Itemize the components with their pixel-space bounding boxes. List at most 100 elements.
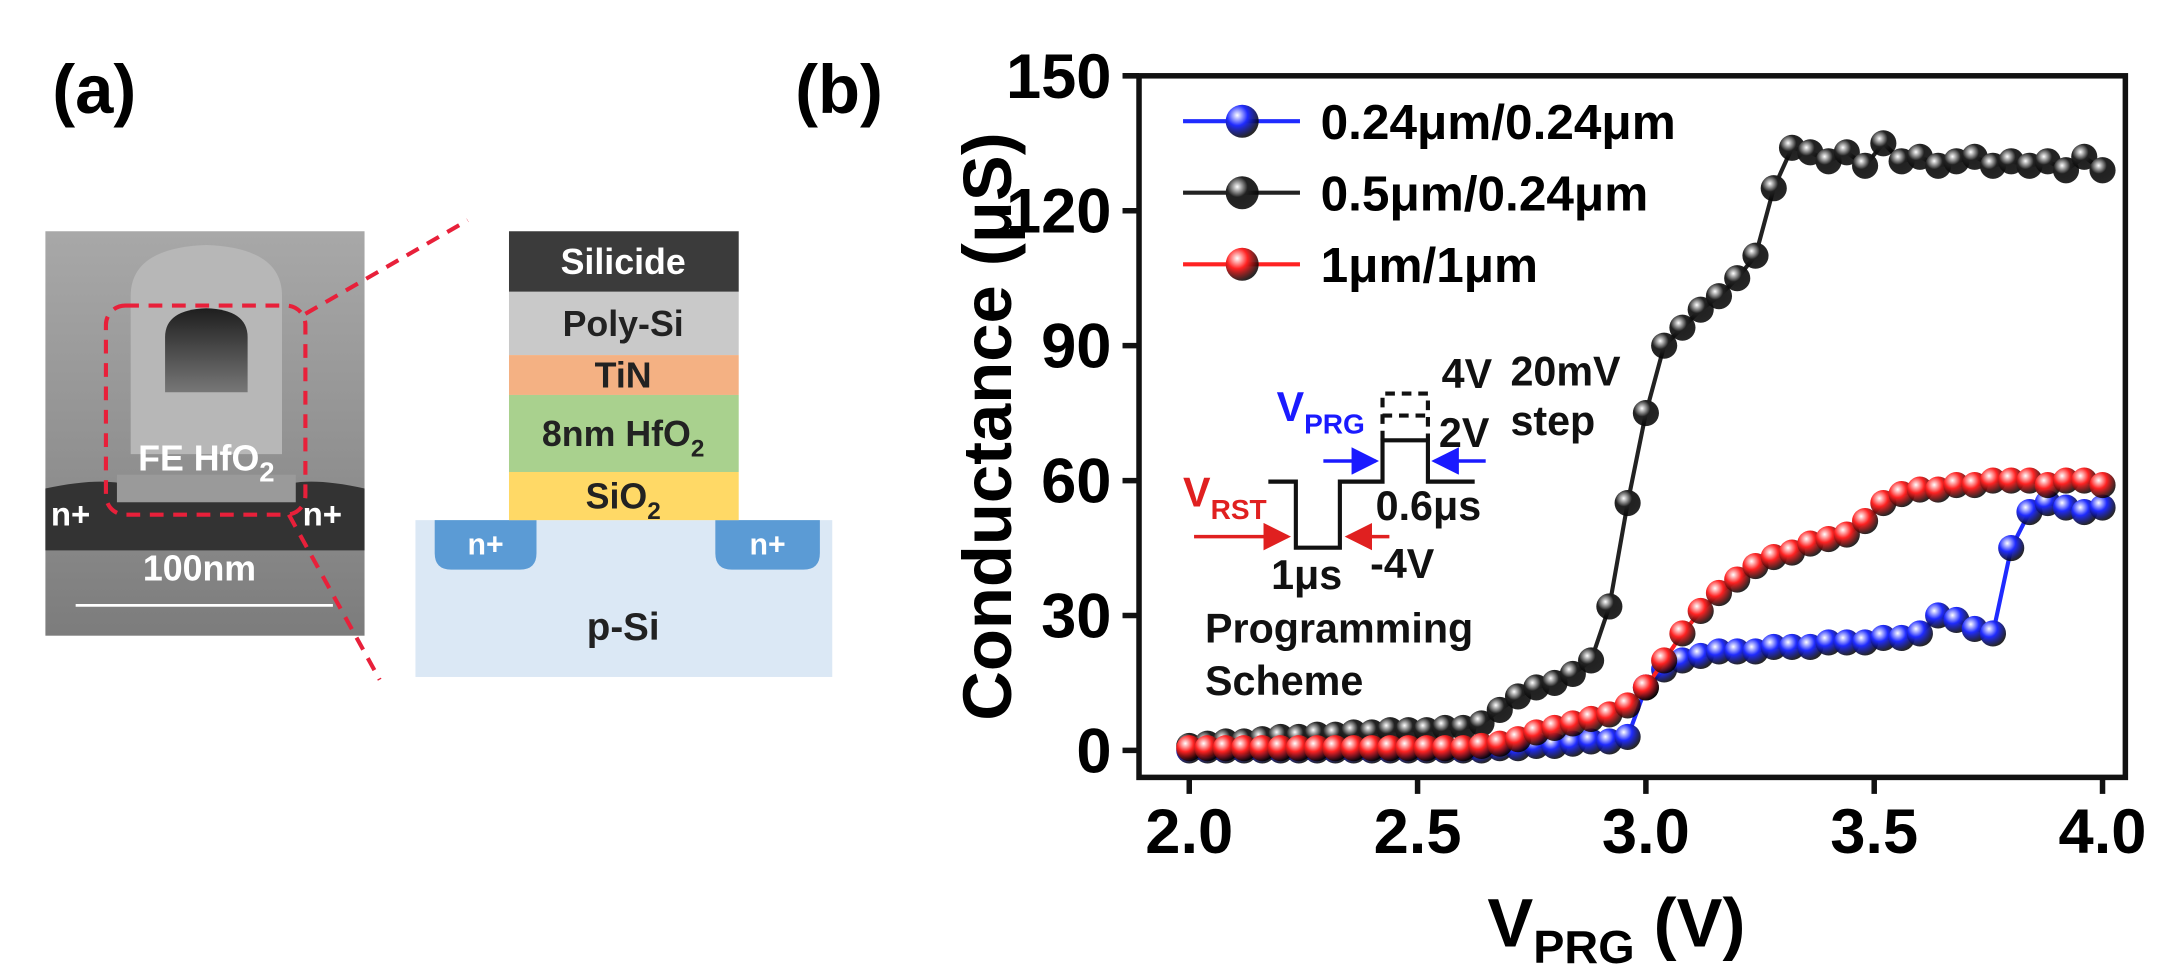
gate-label-sub: 2 bbox=[259, 457, 274, 488]
plot-frame bbox=[1136, 73, 2129, 781]
data-point bbox=[1578, 647, 1605, 674]
legend-label: 0.5μm/0.24μm bbox=[1321, 167, 1649, 222]
data-point bbox=[1468, 710, 1495, 737]
y-tick-label: 60 bbox=[1041, 447, 1111, 517]
data-point bbox=[1979, 467, 2007, 494]
x-axis-label: VPRG (V) bbox=[1487, 885, 1745, 966]
data-point bbox=[2089, 471, 2116, 499]
data-point bbox=[1395, 717, 1422, 744]
data-point bbox=[1632, 674, 1659, 701]
annotation-text: 20mV bbox=[1510, 348, 1621, 394]
annotation-text: V bbox=[1183, 469, 1211, 515]
y-tick-label: 120 bbox=[1006, 177, 1112, 247]
well bbox=[715, 520, 820, 570]
data-point bbox=[1377, 735, 1404, 762]
legend-marker bbox=[1225, 247, 1259, 281]
layer-label: 8nm HfO2 bbox=[542, 414, 705, 463]
data-point bbox=[1413, 735, 1440, 762]
data-point bbox=[2052, 157, 2080, 184]
annotation: -4V bbox=[1370, 541, 1435, 587]
data-point bbox=[1486, 696, 1513, 723]
data-point bbox=[2089, 494, 2116, 521]
annotation-text: 1μs bbox=[1271, 552, 1342, 598]
layer-label-text: Poly-Si bbox=[563, 304, 684, 344]
annotation: VPRG bbox=[1277, 384, 1365, 439]
data-point bbox=[1578, 728, 1605, 755]
data-point bbox=[1395, 735, 1422, 762]
zoom-box bbox=[103, 303, 308, 517]
annotation-text: step bbox=[1510, 398, 1595, 444]
data-point bbox=[1742, 242, 1769, 269]
data-point bbox=[1267, 735, 1294, 762]
layer bbox=[508, 394, 739, 472]
data-point bbox=[1852, 152, 1879, 179]
layer bbox=[508, 471, 739, 521]
data-point bbox=[1870, 130, 1897, 157]
layer bbox=[508, 291, 739, 356]
annotation: 1μs bbox=[1271, 552, 1342, 598]
annotation: 2V bbox=[1439, 410, 1490, 456]
legend-label: 0.24μm/0.24μm bbox=[1321, 95, 1676, 150]
well-label: n+ bbox=[468, 529, 504, 562]
layer-label-sub: 2 bbox=[691, 436, 705, 463]
x-tick-label: 4.0 bbox=[2059, 797, 2147, 867]
layer-label-text: TiN bbox=[595, 355, 652, 395]
layer-label: SiO2 bbox=[586, 476, 661, 525]
data-point bbox=[1377, 717, 1404, 744]
data-point bbox=[1906, 476, 1933, 503]
data-point bbox=[1212, 735, 1239, 762]
data-point bbox=[1614, 692, 1641, 719]
annotation: step bbox=[1510, 398, 1595, 444]
layer-label-text: 8nm HfO bbox=[542, 414, 691, 454]
annotation-text: 0.6μs bbox=[1376, 483, 1482, 529]
series-line bbox=[1189, 140, 2104, 748]
data-point bbox=[1194, 735, 1221, 762]
annotation-text: -4V bbox=[1370, 541, 1435, 587]
y-tick-label: 150 bbox=[1006, 42, 1112, 112]
data-point bbox=[1833, 629, 1860, 656]
data-point bbox=[1998, 467, 2025, 494]
annotation-sub: RST bbox=[1211, 494, 1267, 525]
layer-label: Poly-Si bbox=[563, 304, 684, 344]
gate bbox=[165, 308, 248, 393]
waveform bbox=[1268, 438, 1475, 550]
x-tick-label: 3.0 bbox=[1602, 797, 1690, 867]
data-point bbox=[1760, 175, 1787, 202]
annotation: 20mV bbox=[1510, 348, 1621, 394]
layer-label-sub: 2 bbox=[647, 498, 661, 525]
data-point bbox=[1559, 660, 1586, 688]
data-point bbox=[1815, 629, 1842, 656]
panel-label: (a) bbox=[52, 51, 136, 128]
data-point bbox=[1906, 620, 1933, 647]
data-point bbox=[1340, 735, 1367, 762]
annotation-text: V bbox=[1277, 384, 1305, 430]
data-point bbox=[1705, 579, 1733, 607]
data-point bbox=[1870, 624, 1897, 652]
doping-label: n+ bbox=[303, 496, 342, 533]
data-point bbox=[2052, 467, 2080, 494]
annotation-text: Scheme bbox=[1205, 658, 1363, 704]
data-point bbox=[1596, 593, 1623, 620]
data-point bbox=[1943, 471, 1970, 499]
well-label: n+ bbox=[750, 529, 786, 562]
zoom-line bbox=[304, 218, 469, 316]
data-point bbox=[2071, 143, 2098, 170]
data-point bbox=[1176, 735, 1203, 762]
data-point bbox=[1285, 735, 1312, 762]
legend-label: 1μm/1μm bbox=[1321, 238, 1538, 293]
programming-scheme bbox=[1194, 391, 1486, 551]
data-point bbox=[2089, 157, 2116, 184]
annotation-sub: PRG bbox=[1304, 408, 1365, 439]
doping-label: n+ bbox=[51, 496, 90, 533]
layer-stack: n+ n+ p-Si bbox=[415, 231, 833, 677]
data-point bbox=[1431, 714, 1459, 741]
layer-label: Silicide bbox=[561, 242, 686, 282]
data-point bbox=[1833, 521, 1860, 548]
x-axis-label-text: V bbox=[1487, 885, 1533, 962]
gate-label-text: FE HfO bbox=[138, 439, 259, 479]
annotation: 0.6μs bbox=[1376, 483, 1482, 529]
data-point bbox=[1687, 296, 1714, 323]
x-tick-label: 2.0 bbox=[1145, 797, 1233, 867]
layer-label-text: SiO bbox=[586, 476, 648, 516]
